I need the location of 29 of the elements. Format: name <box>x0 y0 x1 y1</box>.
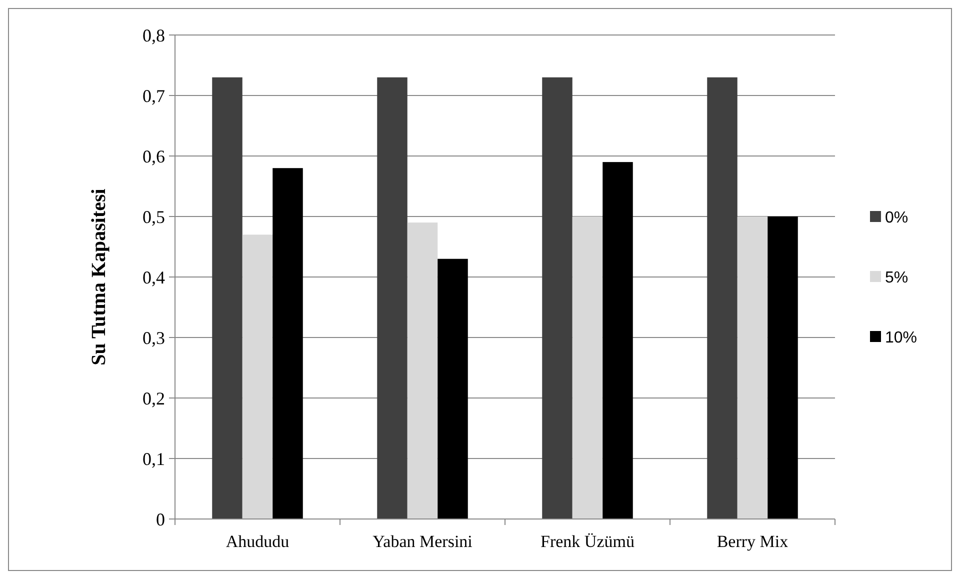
bar <box>272 168 303 519</box>
bar <box>212 77 242 519</box>
bar <box>438 258 468 519</box>
legend-label: 5% <box>885 270 908 287</box>
y-tick-label: 0,1 <box>142 448 165 469</box>
y-tick-label: 0,6 <box>142 146 165 166</box>
y-tick-label: 0 <box>156 509 165 530</box>
y-tick-label: 0,2 <box>142 388 165 408</box>
bar <box>768 216 798 519</box>
y-tick-label: 0,5 <box>142 206 165 227</box>
bar <box>242 234 273 519</box>
bar <box>737 216 768 519</box>
x-tick-label: Frenk Üzümü <box>540 532 635 551</box>
y-tick-label: 0,4 <box>142 267 165 288</box>
legend-label: 0% <box>885 210 908 227</box>
bar <box>377 77 408 519</box>
y-tick-label: 0,8 <box>142 25 165 46</box>
x-tick-label: Ahududu <box>226 532 290 551</box>
bar <box>602 162 633 519</box>
y-axis-title: Su Tutma Kapasitesi <box>88 188 110 366</box>
y-tick-label: 0,7 <box>142 86 165 106</box>
x-tick-label: Berry Mix <box>716 532 789 551</box>
bar <box>572 216 603 519</box>
bar <box>707 77 738 519</box>
y-tick-label: 0,3 <box>142 328 165 348</box>
legend-label: 10% <box>885 330 918 347</box>
bar <box>542 77 572 519</box>
x-tick-label: Yaban Mersini <box>372 532 473 551</box>
bar <box>407 222 438 519</box>
